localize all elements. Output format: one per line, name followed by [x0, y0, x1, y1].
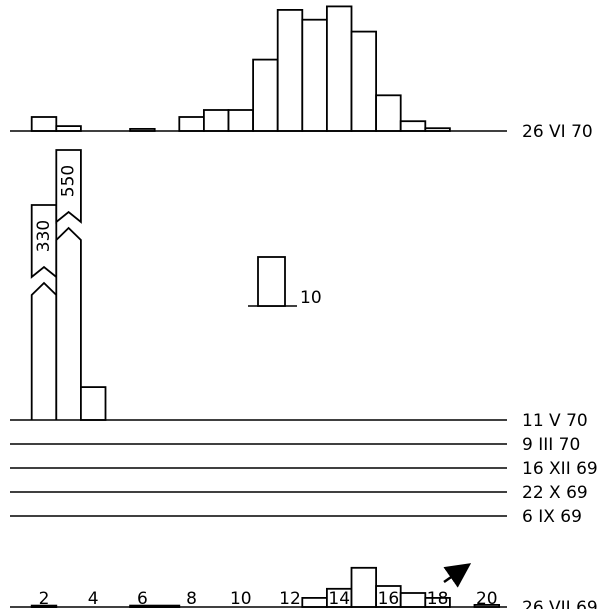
bar-0-5 [227, 109, 255, 132]
x-tick-label: 4 [88, 589, 99, 609]
bar-0-4 [202, 109, 230, 132]
bar-broken-550: 550 [55, 149, 82, 420]
x-tick-label: 20 [476, 589, 498, 609]
x-tick-label: 2 [39, 589, 50, 609]
series-label: 26 VII 69 [522, 598, 598, 609]
bar-6-6 [399, 592, 427, 608]
bar-broken-330: 330 [30, 204, 58, 420]
bar-0-3 [178, 116, 205, 132]
scale-bar-label: 10 [300, 288, 322, 308]
series-label: 22 X 69 [522, 483, 588, 503]
bar-0-10 [350, 30, 378, 132]
bar-6-4 [350, 566, 378, 608]
series-label: 16 XII 69 [522, 459, 598, 479]
bar-0-11 [375, 94, 402, 132]
x-tick-label: 16 [378, 589, 400, 609]
x-tick-label: 8 [186, 589, 197, 609]
bar-0-8 [301, 18, 328, 132]
bar-0-9 [325, 5, 353, 132]
series-label: 26 VI 70 [522, 122, 593, 142]
scale-bar [257, 256, 286, 307]
bar-0-12 [399, 120, 427, 132]
x-tick-label: 14 [328, 589, 350, 609]
bar-6-2 [301, 597, 328, 608]
x-tick-label: 18 [427, 589, 449, 609]
series-label: 6 IX 69 [522, 507, 582, 527]
series-label: 11 V 70 [522, 411, 588, 431]
bar-1-2 [80, 386, 107, 421]
x-tick-label: 12 [279, 589, 301, 609]
x-tick-label: 6 [137, 589, 148, 609]
bar-0-7 [276, 8, 304, 132]
bar-0-6 [252, 58, 279, 132]
x-tick-label: 10 [230, 589, 252, 609]
bar-value-label: 330 [34, 220, 54, 252]
bar-value-label: 550 [59, 165, 79, 197]
annotation-arrow [443, 563, 472, 588]
bar-0-0 [30, 116, 58, 132]
series-label: 9 III 70 [522, 435, 580, 455]
